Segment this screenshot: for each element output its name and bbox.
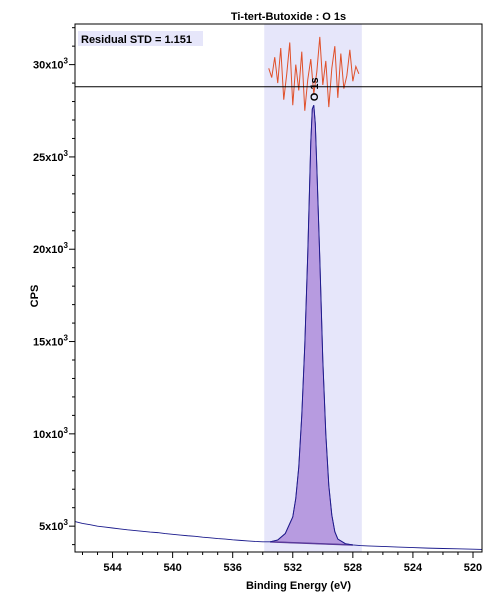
plot-frame: [74, 23, 483, 553]
y-tick-label: 10x103: [33, 426, 69, 441]
residual-std-label: Residual STD = 1.151: [81, 34, 192, 46]
x-axis-title: Binding Energy (eV): [246, 580, 351, 592]
peak-label: O 1s: [309, 77, 321, 101]
y-axis: 5x103 10x103 15x103 20x103 25x103 30x103: [33, 27, 75, 546]
x-tick-label: 532: [284, 562, 302, 574]
spectrum-series-line: [74, 105, 483, 550]
residual-layer: [268, 36, 360, 111]
x-tick-label: 544: [103, 562, 122, 574]
residual-std-box: [78, 31, 203, 46]
spectrum-layer: [74, 105, 483, 550]
y-tick-label: 5x103: [39, 518, 68, 533]
x-tick-label: 528: [344, 562, 362, 574]
x-tick-label: 536: [224, 562, 242, 574]
residual-series-line: [268, 36, 360, 111]
x-tick-label: 524: [404, 562, 423, 574]
x-tick-label: 520: [464, 562, 482, 574]
chart-title: Ti-tert-Butoxide : O 1s: [231, 11, 346, 23]
x-axis: 544 540 536 532 528 524 520: [82, 552, 482, 574]
background-baseline: [270, 541, 353, 546]
y-tick-label: 20x103: [33, 241, 69, 256]
x-tick-label: 540: [163, 562, 181, 574]
y-tick-label: 30x103: [33, 57, 69, 72]
y-tick-label: 15x103: [33, 334, 69, 349]
y-axis-title: CPS: [29, 285, 41, 308]
y-tick-label: 25x103: [33, 149, 69, 164]
